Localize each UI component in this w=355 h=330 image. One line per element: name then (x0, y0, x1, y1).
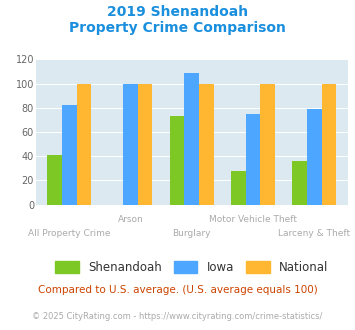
Bar (123, 83, 138, 205)
Text: © 2025 CityRating.com - https://www.cityrating.com/crime-statistics/: © 2025 CityRating.com - https://www.city… (32, 312, 323, 321)
Text: All Property Crime: All Property Crime (28, 229, 110, 238)
Text: Arson: Arson (118, 215, 143, 224)
Bar (199, 83, 214, 205)
Bar (184, 73, 199, 205)
Text: Motor Vehicle Theft: Motor Vehicle Theft (209, 215, 297, 224)
Bar (292, 161, 307, 205)
Bar (322, 83, 336, 205)
Bar (138, 83, 153, 205)
Text: Larceny & Theft: Larceny & Theft (278, 229, 350, 238)
Bar (260, 83, 275, 205)
Bar (170, 116, 184, 205)
Legend: Shenandoah, Iowa, National: Shenandoah, Iowa, National (55, 261, 328, 274)
Text: Property Crime Comparison: Property Crime Comparison (69, 21, 286, 35)
Bar (307, 109, 322, 205)
Bar (77, 83, 91, 205)
Bar (231, 171, 246, 205)
Bar (47, 155, 62, 205)
Bar (246, 114, 260, 205)
Text: 2019 Shenandoah: 2019 Shenandoah (107, 5, 248, 19)
Text: Compared to U.S. average. (U.S. average equals 100): Compared to U.S. average. (U.S. average … (38, 285, 317, 295)
Bar (62, 105, 77, 205)
Text: Burglary: Burglary (173, 229, 211, 238)
